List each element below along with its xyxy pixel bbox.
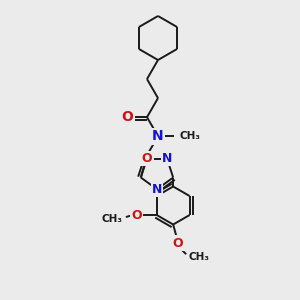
Text: O: O — [173, 237, 184, 250]
Text: O: O — [132, 208, 142, 221]
Text: N: N — [152, 183, 162, 196]
Text: CH₃: CH₃ — [102, 214, 123, 224]
Text: O: O — [142, 152, 152, 165]
Text: N: N — [162, 152, 172, 165]
Text: N: N — [152, 129, 164, 143]
Text: CH₃: CH₃ — [188, 252, 209, 262]
Text: O: O — [122, 110, 133, 124]
Text: CH₃: CH₃ — [180, 131, 201, 141]
